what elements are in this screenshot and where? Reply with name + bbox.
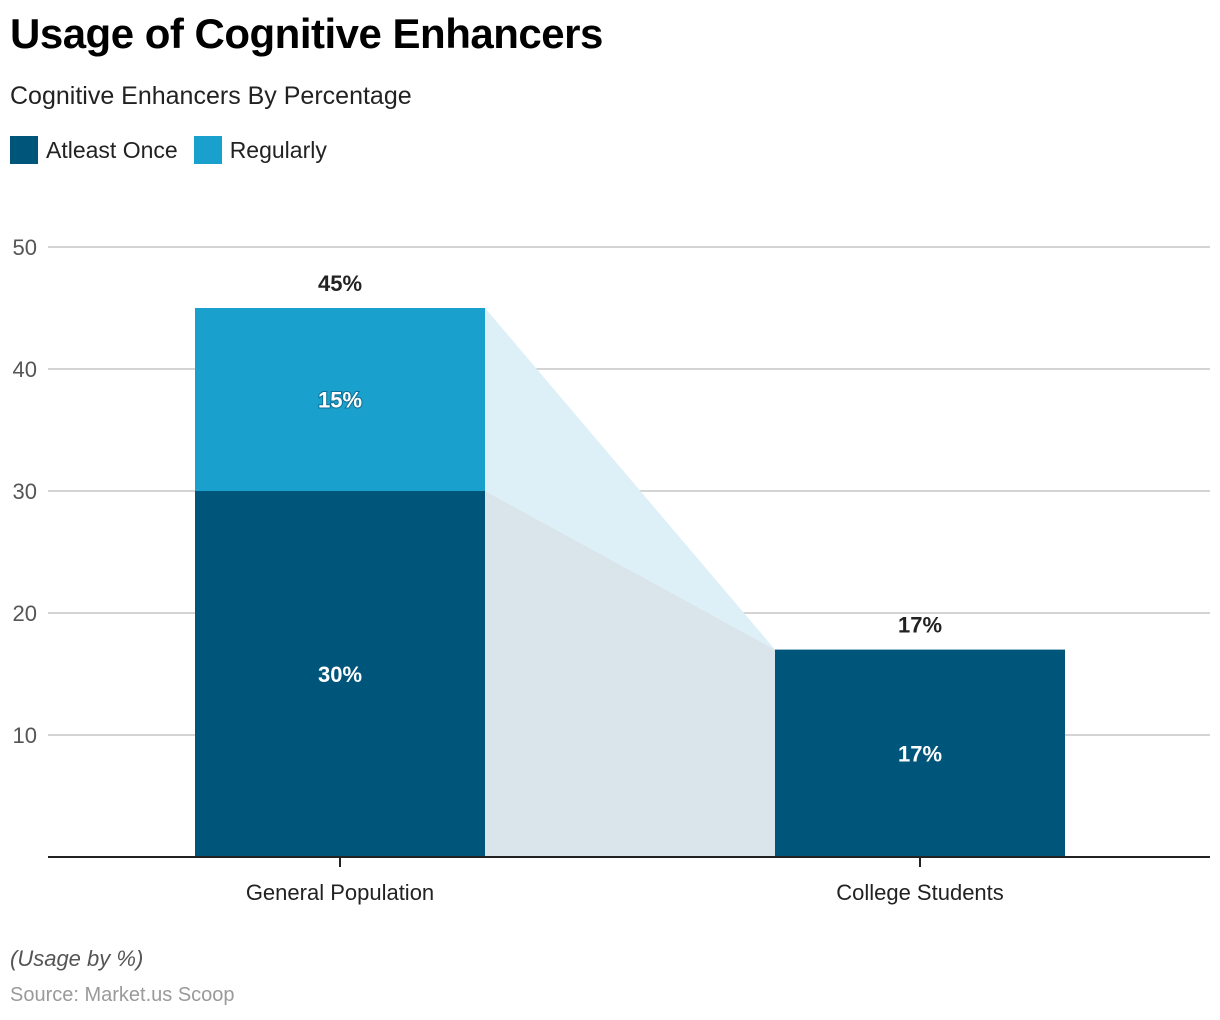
legend-swatch-atleast-once [10, 136, 38, 164]
y-tick-label: 50 [13, 235, 37, 260]
connector-atleast-once [485, 491, 775, 857]
y-tick-label: 40 [13, 357, 37, 382]
legend-item-atleast-once[interactable]: Atleast Once [10, 136, 178, 164]
y-tick-label: 20 [13, 601, 37, 626]
y-tick-label: 10 [13, 723, 37, 748]
legend-label: Atleast Once [46, 136, 178, 163]
chart-subtitle: Cognitive Enhancers By Percentage [10, 82, 412, 110]
bar-value-label: 30% [318, 662, 362, 687]
connector-regularly [485, 308, 775, 650]
chart-note: (Usage by %) [10, 946, 144, 971]
chart-source: Source: Market.us Scoop [10, 984, 235, 1006]
chart-title: Usage of Cognitive Enhancers [10, 10, 603, 57]
bar-total-label: 45% [318, 271, 362, 296]
bar-value-label: 17% [898, 741, 942, 766]
bar-value-label: 15% [318, 388, 362, 413]
y-tick-label: 30 [13, 479, 37, 504]
legend-swatch-regularly [193, 136, 222, 164]
legend-item-regularly[interactable]: Regularly [193, 136, 327, 164]
bar-atleast-once [775, 649, 1065, 857]
bar-total-label: 17% [898, 613, 942, 638]
x-tick-label: College Students [836, 880, 1004, 905]
bar-regularly [195, 308, 485, 491]
legend: Atleast Once Regularly [10, 136, 343, 164]
legend-label: Regularly [229, 136, 327, 163]
x-tick-label: General Population [246, 880, 434, 905]
bar-atleast-once [195, 491, 485, 857]
